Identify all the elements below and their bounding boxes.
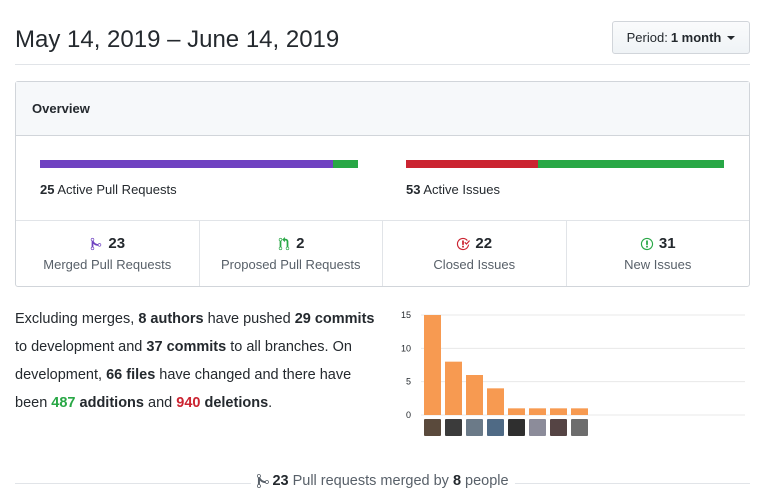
avatar-author-2 bbox=[445, 419, 462, 436]
additions-count: 487 bbox=[51, 395, 76, 411]
overview-stats: 23 Merged Pull Requests 2 Proposed Pull … bbox=[16, 221, 749, 286]
issues-bar bbox=[406, 160, 724, 168]
summary-text: have pushed bbox=[207, 311, 291, 327]
merged-pull-requests-stat[interactable]: 23 Merged Pull Requests bbox=[16, 221, 200, 286]
new-segment bbox=[537, 160, 724, 168]
additions-label: additions bbox=[79, 395, 144, 411]
bar-author-4 bbox=[487, 388, 504, 415]
y-tick-label: 15 bbox=[401, 310, 411, 320]
closed-issues-value: 22 bbox=[475, 235, 493, 252]
new-issues-value: 31 bbox=[658, 235, 676, 252]
caret-down-icon bbox=[727, 35, 736, 40]
avatar-author-1 bbox=[424, 419, 441, 436]
period-label: Period: bbox=[626, 30, 668, 45]
git-merge-icon bbox=[91, 237, 102, 250]
active-issues-count: 53 bbox=[406, 182, 421, 197]
bar-author-7 bbox=[550, 408, 567, 415]
new-issues-stat[interactable]: 31 New Issues bbox=[567, 221, 750, 286]
overview-title: Overview bbox=[16, 82, 749, 136]
summary-text: have changed and there have been bbox=[15, 367, 352, 411]
header: May 14, 2019 – June 14, 2019 Period: 1 m… bbox=[15, 0, 750, 65]
deletions-label: deletions bbox=[204, 395, 269, 411]
avatar-author-6 bbox=[529, 419, 546, 436]
active-issues-label: Active Issues bbox=[423, 182, 500, 197]
new-issues-label: New Issues bbox=[624, 257, 692, 272]
proposed-pr-value: 2 bbox=[296, 235, 305, 252]
footer-text: people bbox=[465, 473, 509, 489]
closed-issues-label: Closed Issues bbox=[433, 257, 516, 272]
summary-text: and bbox=[148, 395, 173, 411]
git-merge-icon bbox=[256, 473, 269, 488]
overview-panel: Overview 25 Active Pull Requests 53 Acti… bbox=[15, 81, 750, 287]
merged-pull-requests-footer: 23 Pull requests merged by 8 people bbox=[15, 470, 750, 496]
summary-text: . bbox=[268, 395, 273, 411]
people-count: 8 bbox=[452, 473, 462, 489]
proposed-pull-requests-stat[interactable]: 2 Proposed Pull Requests bbox=[200, 221, 383, 286]
period-dropdown-button[interactable]: Period: 1 month bbox=[612, 21, 750, 54]
commits-by-author-chart: 0 5 10 15 bbox=[401, 310, 745, 436]
summary-text: to development and bbox=[15, 339, 143, 355]
proposed-pr-label: Proposed Pull Requests bbox=[221, 257, 361, 272]
commit-summary: Excluding merges, 8 authors have pushed … bbox=[15, 305, 375, 417]
avatar-author-5 bbox=[508, 419, 525, 436]
y-tick-label: 10 bbox=[401, 343, 411, 353]
closed-segment bbox=[406, 160, 538, 168]
avatar-author-4 bbox=[487, 419, 504, 436]
commits-all-branches: 37 commits bbox=[146, 339, 227, 355]
merged-pr-count: 23 bbox=[272, 473, 289, 489]
files-changed: 66 files bbox=[106, 367, 156, 383]
merged-pr-label: Merged Pull Requests bbox=[43, 257, 172, 272]
avatar-author-8 bbox=[571, 419, 588, 436]
closed-issues-stat[interactable]: 22 Closed Issues bbox=[383, 221, 567, 286]
merged-segment bbox=[40, 160, 333, 168]
git-pull-request-icon bbox=[278, 236, 290, 250]
bar-author-5 bbox=[508, 408, 525, 415]
avatar-author-7 bbox=[550, 419, 567, 436]
y-tick-label: 5 bbox=[406, 377, 411, 387]
bar-author-6 bbox=[529, 408, 546, 415]
issue-opened-icon bbox=[640, 237, 654, 250]
authors-count: 8 authors bbox=[138, 311, 204, 327]
active-pr-label: Active Pull Requests bbox=[57, 182, 177, 197]
bar-author-3 bbox=[466, 375, 483, 415]
issue-closed-icon bbox=[457, 237, 471, 250]
merged-pr-value: 23 bbox=[108, 235, 126, 252]
period-value: 1 month bbox=[670, 30, 722, 45]
open-segment bbox=[332, 160, 358, 168]
summary-text: Excluding merges, bbox=[15, 311, 135, 327]
pull-requests-bar bbox=[40, 160, 358, 168]
issues-summary[interactable]: 53 Active Issues bbox=[406, 160, 724, 197]
bar-author-2 bbox=[445, 361, 462, 415]
y-tick-label: 0 bbox=[406, 410, 411, 420]
footer-text: Pull requests merged by bbox=[292, 473, 449, 489]
date-range-title: May 14, 2019 – June 14, 2019 bbox=[15, 26, 340, 53]
summary-text: to all branches. On development, bbox=[15, 339, 352, 383]
commits-development: 29 commits bbox=[294, 311, 375, 327]
pull-requests-summary[interactable]: 25 Active Pull Requests bbox=[40, 160, 358, 197]
overview-bars: 25 Active Pull Requests 53 Active Issues bbox=[16, 136, 749, 221]
bar-author-8 bbox=[571, 408, 588, 415]
deletions-count: 940 bbox=[176, 395, 201, 411]
bar-author-1 bbox=[424, 315, 441, 415]
avatar-author-3 bbox=[466, 419, 483, 436]
active-pr-count: 25 bbox=[40, 182, 55, 197]
